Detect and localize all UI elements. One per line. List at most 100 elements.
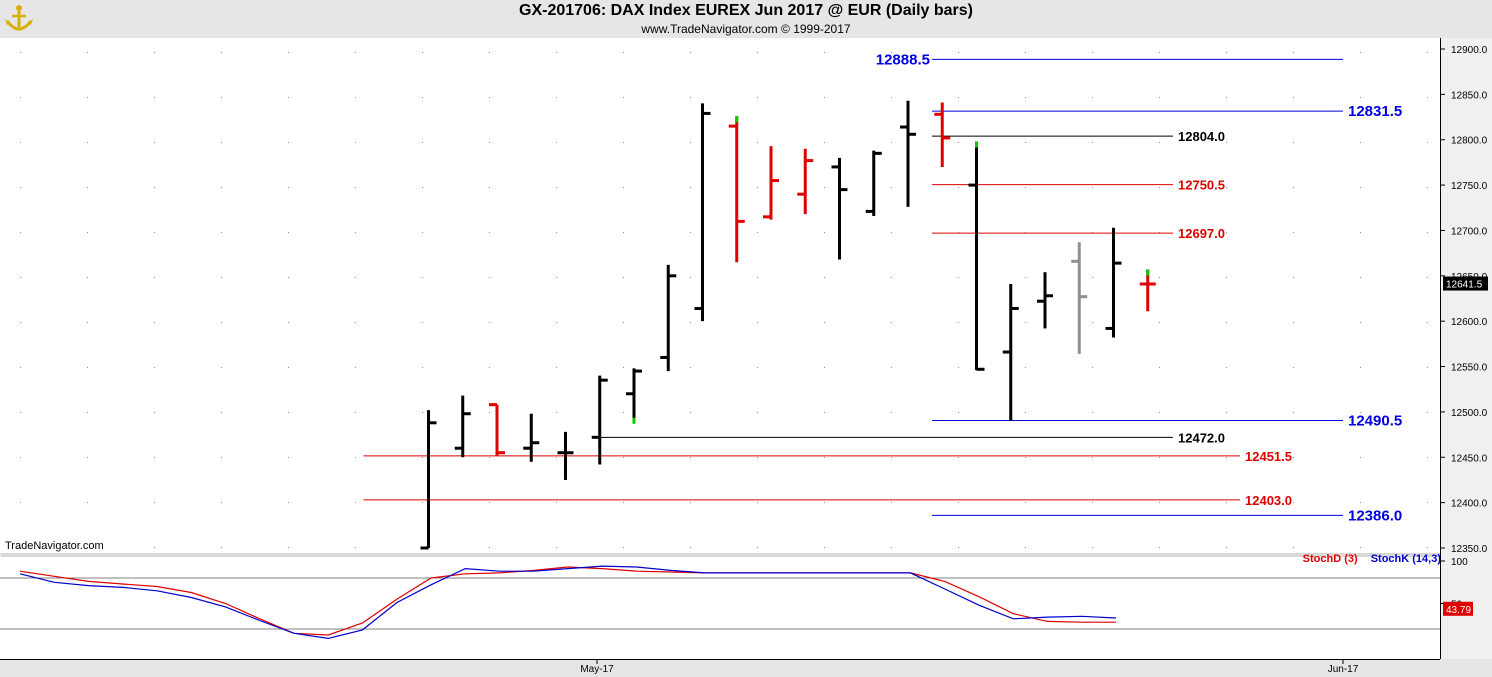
grid-dot — [20, 52, 21, 53]
grid-dot — [1427, 412, 1428, 413]
grid-dot — [1427, 232, 1428, 233]
grid-dot — [20, 457, 21, 458]
grid-dot — [1159, 502, 1160, 503]
grid-dot — [1025, 412, 1026, 413]
grid-dot — [87, 367, 88, 368]
grid-dot — [1092, 277, 1093, 278]
grid-dot — [489, 187, 490, 188]
grid-dot — [690, 502, 691, 503]
grid-dot — [556, 52, 557, 53]
grid-dot — [1427, 322, 1428, 323]
grid-dot — [221, 322, 222, 323]
grid-dot — [891, 142, 892, 143]
grid-dot — [1293, 547, 1294, 548]
grid-dot — [288, 142, 289, 143]
ohlc-bar — [728, 116, 745, 263]
grid-dot — [355, 412, 356, 413]
grid-dot — [1427, 97, 1428, 98]
grid-dot — [891, 277, 892, 278]
price-axis-background — [1440, 38, 1492, 677]
ohlc-bar — [694, 103, 711, 322]
grid-dot — [1025, 547, 1026, 548]
grid-dot — [1226, 277, 1227, 278]
grid-dot — [757, 187, 758, 188]
grid-dot — [1159, 187, 1160, 188]
grid-dot — [1025, 187, 1026, 188]
grid-dot — [489, 547, 490, 548]
grid-dot — [1360, 142, 1361, 143]
grid-dot — [824, 232, 825, 233]
grid-dot — [1226, 142, 1227, 143]
grid-dot — [20, 277, 21, 278]
grid-dot — [1293, 52, 1294, 53]
grid-dot — [623, 187, 624, 188]
grid-dot — [623, 97, 624, 98]
grid-dot — [20, 322, 21, 323]
grid-dot — [87, 502, 88, 503]
grid-dot — [1293, 97, 1294, 98]
grid-dot — [1226, 367, 1227, 368]
grid-dot — [1360, 97, 1361, 98]
grid-dot — [1226, 322, 1227, 323]
grid-dot — [422, 277, 423, 278]
grid-dot — [556, 277, 557, 278]
grid-dot — [623, 547, 624, 548]
chart-header: GX-201706: DAX Index EUREX Jun 2017 @ EU… — [0, 0, 1492, 38]
grid-dot — [757, 412, 758, 413]
grid-dot — [1159, 322, 1160, 323]
grid-dot — [489, 97, 490, 98]
grid-dot — [1159, 97, 1160, 98]
grid-dot — [1159, 52, 1160, 53]
ohlc-bar — [865, 150, 882, 216]
watermark: TradeNavigator.com — [5, 540, 104, 552]
grid-dot — [1226, 502, 1227, 503]
grid-dot — [154, 322, 155, 323]
grid-dot — [221, 412, 222, 413]
grid-dot — [355, 502, 356, 503]
grid-dot — [154, 52, 155, 53]
ohlc-bar — [557, 431, 574, 480]
grid-dot — [556, 97, 557, 98]
grid-dot — [422, 502, 423, 503]
grid-dot — [288, 547, 289, 548]
grid-dot — [1092, 502, 1093, 503]
level-label: 12403.0 — [1245, 493, 1292, 508]
grid-dot — [221, 142, 222, 143]
grid-dot — [422, 97, 423, 98]
grid-dot — [1226, 52, 1227, 53]
grid-dot — [623, 412, 624, 413]
grid-dot — [958, 322, 959, 323]
level-label: 12697.0 — [1178, 226, 1225, 241]
grid-dot — [221, 232, 222, 233]
grid-dot — [824, 412, 825, 413]
grid-dot — [288, 277, 289, 278]
grid-dot — [891, 502, 892, 503]
ohlc-bar — [660, 264, 677, 372]
grid-dot — [87, 322, 88, 323]
grid-dot — [1226, 97, 1227, 98]
grid-dot — [824, 52, 825, 53]
grid-dot — [1427, 277, 1428, 278]
grid-dot — [958, 232, 959, 233]
grid-dot — [87, 142, 88, 143]
grid-dot — [1293, 142, 1294, 143]
grid-dot — [690, 232, 691, 233]
grid-dot — [958, 277, 959, 278]
grid-dot — [489, 457, 490, 458]
grid-dot — [154, 187, 155, 188]
grid-dot — [690, 367, 691, 368]
grid-dot — [623, 232, 624, 233]
grid-dot — [221, 52, 222, 53]
last-price-label: 12641.5 — [1446, 280, 1483, 291]
grid-dot — [20, 367, 21, 368]
grid-dot — [1025, 502, 1026, 503]
grid-dot — [958, 97, 959, 98]
grid-dot — [1293, 322, 1294, 323]
price-tick-label: 12400.0 — [1451, 499, 1488, 510]
grid-dot — [1360, 412, 1361, 413]
grid-dot — [422, 142, 423, 143]
grid-dot — [757, 502, 758, 503]
grid-dot — [20, 502, 21, 503]
grid-dot — [1360, 187, 1361, 188]
grid-dot — [154, 277, 155, 278]
